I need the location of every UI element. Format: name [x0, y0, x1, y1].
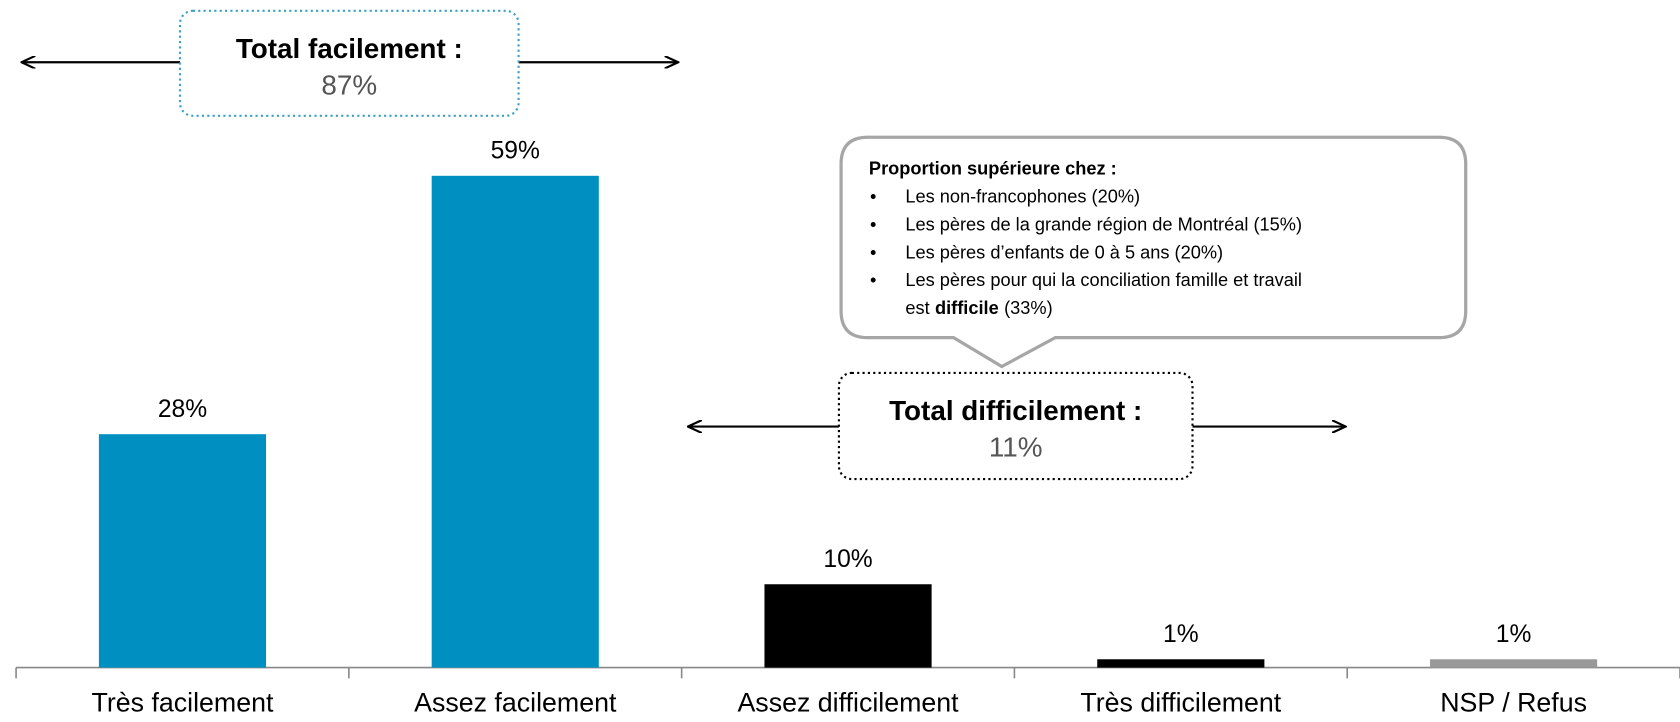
value-label: 59%: [491, 138, 540, 165]
annotation-title: Total facilement :: [236, 33, 463, 64]
annotation-title: Total difficilement :: [889, 395, 1142, 426]
bullet-text: est difficile (33%): [905, 298, 1052, 318]
bullet-text: Les pères de la grande région de Montréa…: [905, 214, 1302, 234]
callout-title: Proportion supérieure chez :: [869, 159, 1117, 179]
annotation-value: 87%: [321, 69, 377, 100]
bullet-text: Les non-francophones (20%): [905, 187, 1140, 207]
bullet-part: difficile: [935, 298, 999, 318]
bar: [764, 584, 932, 668]
value-label: 1%: [1163, 621, 1199, 648]
bullet-part: (33%): [1004, 298, 1053, 318]
bullet-dot: •: [870, 270, 876, 290]
annotation-box: [178, 9, 520, 117]
bullet-dot: •: [870, 214, 876, 234]
x-tick-label: Assez difficilement: [737, 688, 959, 717]
bar: [98, 434, 267, 668]
value-label: 28%: [158, 396, 207, 423]
bar: [1097, 659, 1265, 668]
bullet-dot: •: [870, 187, 876, 207]
bullet-text: Les pères d’enfants de 0 à 5 ans (20%): [905, 242, 1223, 262]
callout-bubble: [839, 135, 1468, 369]
bar: [1430, 659, 1598, 668]
bullet-part: est: [905, 298, 929, 318]
x-tick-label: Assez facilement: [414, 688, 617, 717]
bullet-text: Les pères pour qui la conciliation famil…: [905, 270, 1302, 290]
x-tick-label: NSP / Refus: [1440, 688, 1587, 717]
value-label: 1%: [1496, 621, 1532, 648]
bullet-dot: •: [870, 242, 876, 262]
bar: [431, 175, 599, 668]
callout-bullets: • Les non-francophones (20%) • Les pères de…: [870, 187, 1302, 318]
annotation-value: 11%: [989, 432, 1043, 463]
annotation-box: [837, 371, 1194, 481]
value-label: 10%: [823, 546, 872, 573]
x-tick-label: Très facilement: [91, 688, 274, 717]
x-tick-label: Très difficilement: [1080, 688, 1281, 717]
